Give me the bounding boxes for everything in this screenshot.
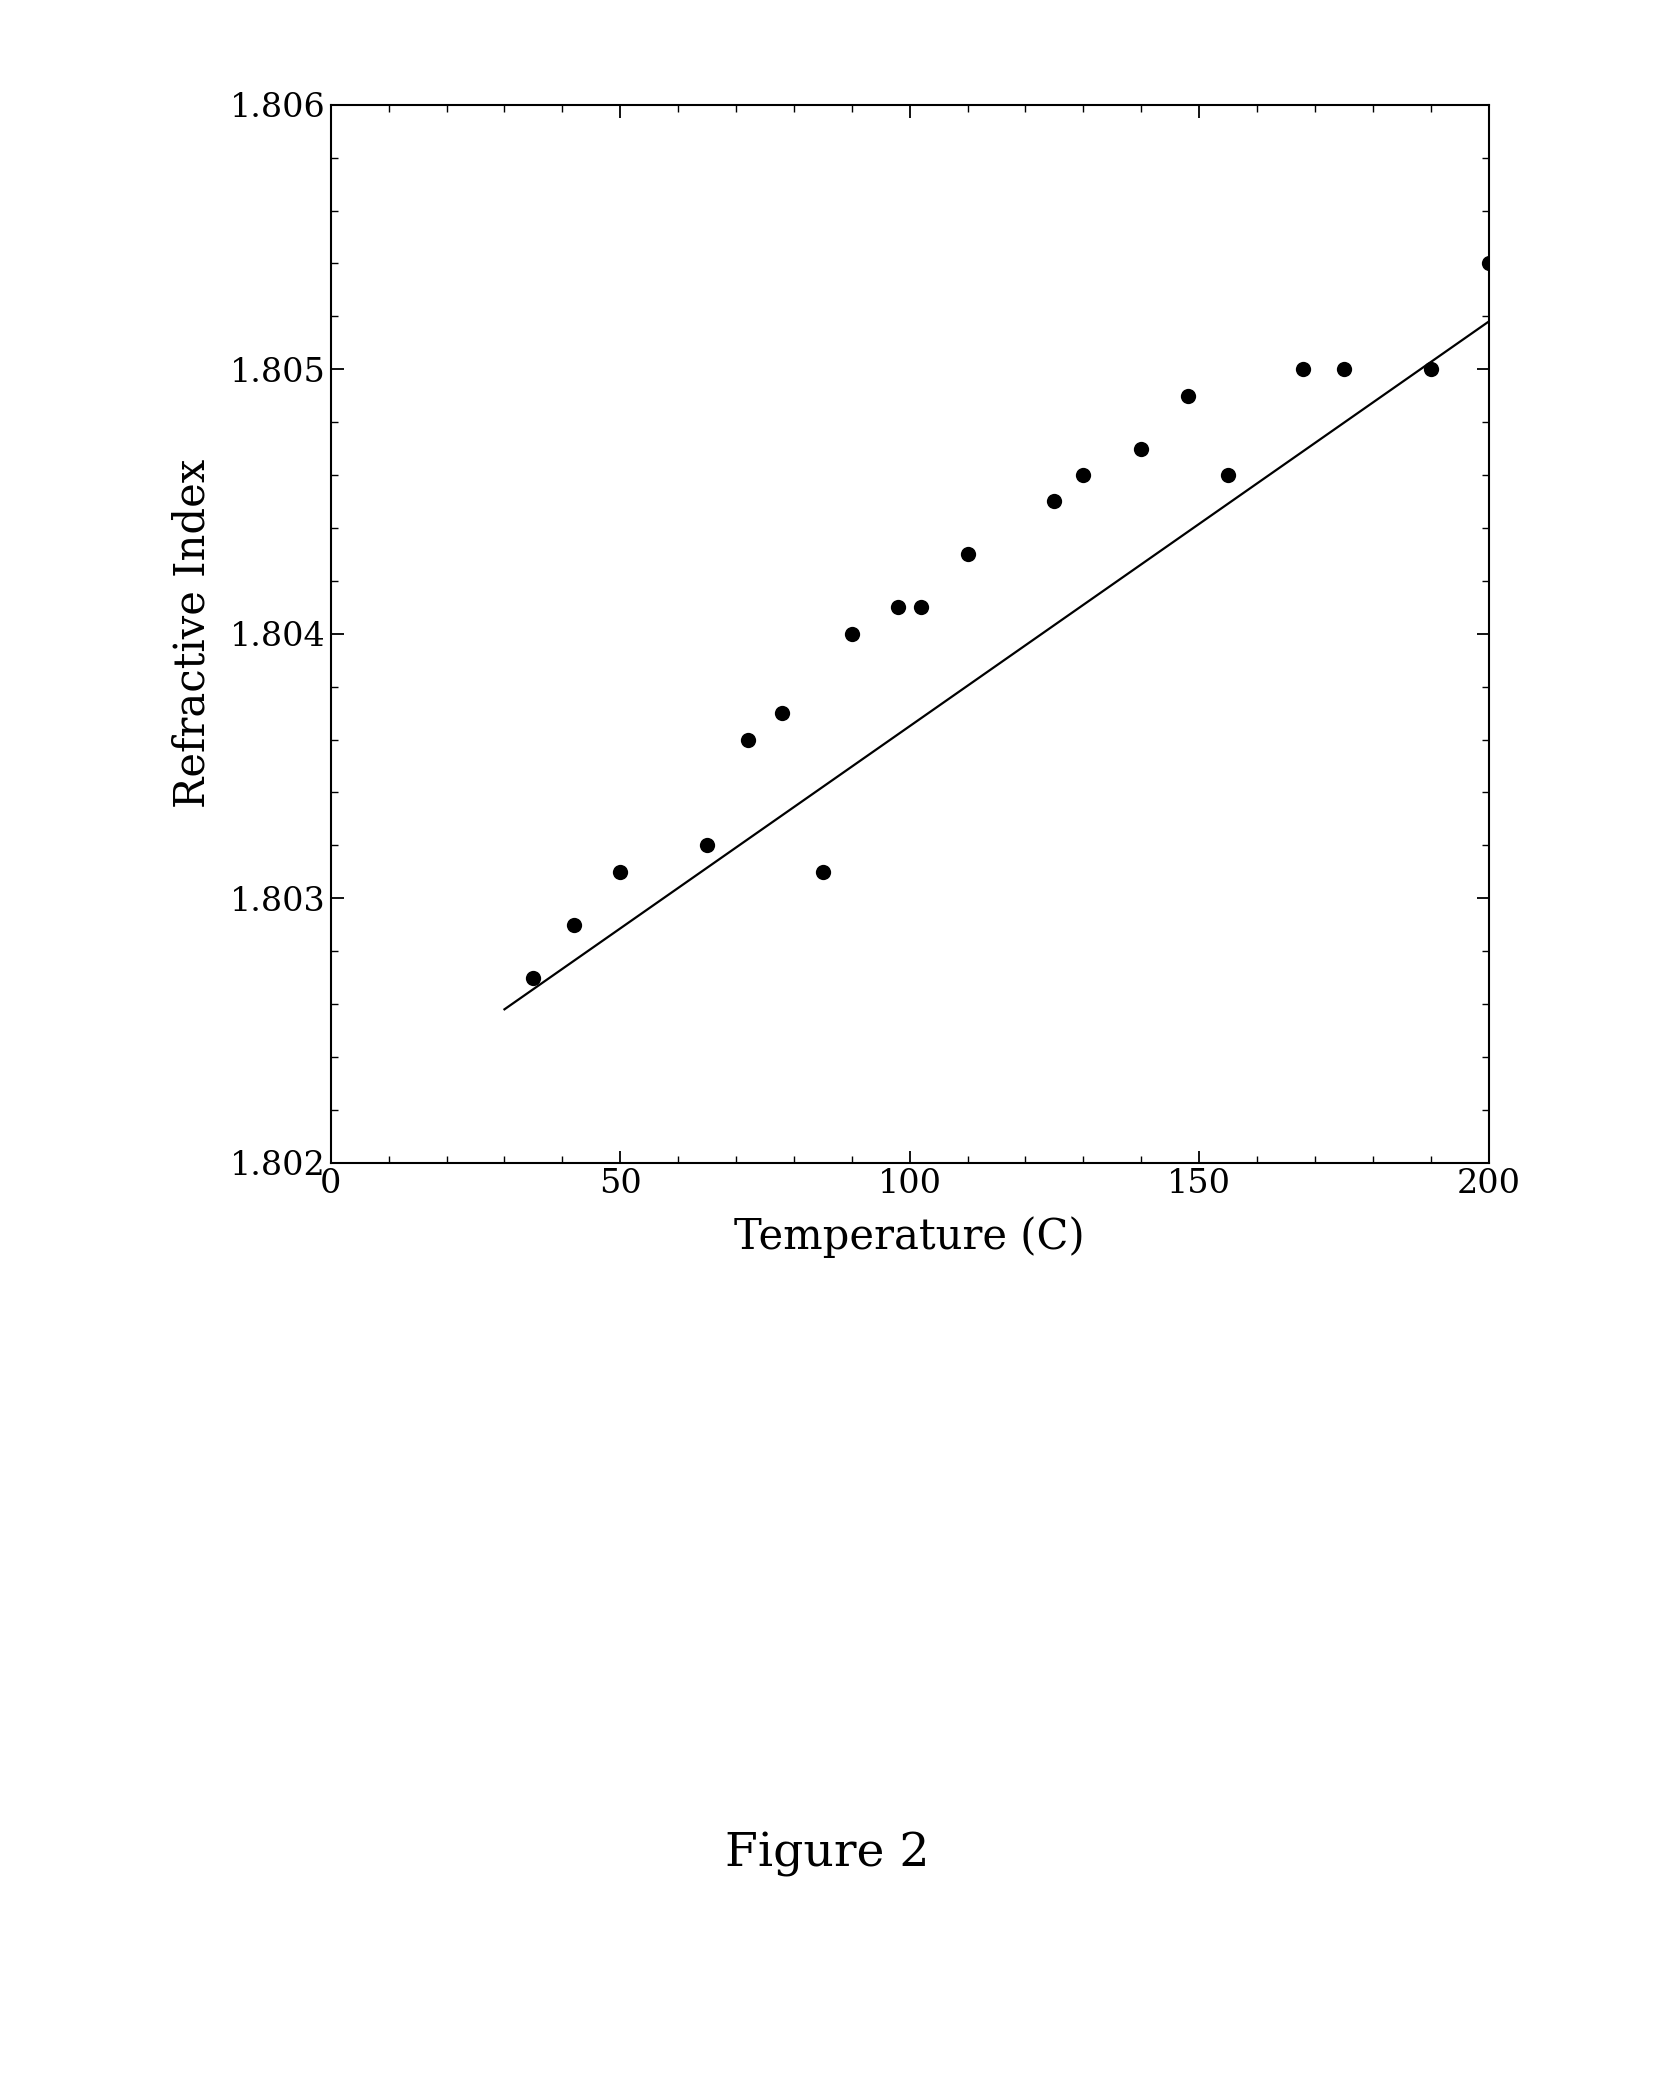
Point: [519, 962, 546, 995]
Point: [561, 907, 587, 941]
Point: [769, 696, 796, 729]
Point: [885, 591, 911, 624]
Point: [734, 723, 761, 756]
Point: [1290, 352, 1317, 385]
Point: [908, 591, 935, 624]
Point: [695, 830, 721, 863]
Point: [839, 616, 865, 649]
Text: Figure 2: Figure 2: [724, 1831, 930, 1877]
Point: [1042, 484, 1068, 517]
Point: [1070, 459, 1097, 492]
Point: [1417, 352, 1444, 385]
X-axis label: Temperature (C): Temperature (C): [734, 1217, 1085, 1259]
Point: [1128, 432, 1154, 465]
Point: [954, 538, 981, 572]
Point: [1475, 247, 1502, 281]
Y-axis label: Refractive Index: Refractive Index: [172, 459, 213, 809]
Point: [810, 855, 835, 888]
Point: [1330, 352, 1356, 385]
Point: [607, 855, 633, 888]
Point: [1214, 459, 1240, 492]
Point: [1174, 379, 1201, 413]
